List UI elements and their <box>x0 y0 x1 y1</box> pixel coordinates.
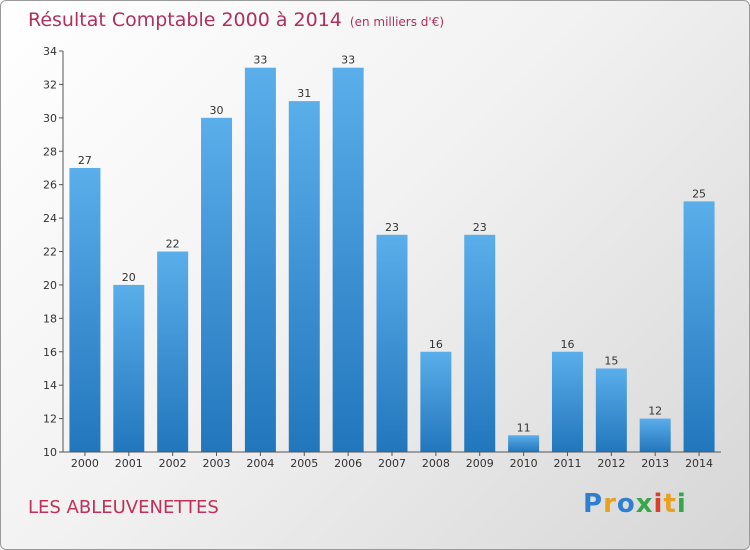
bar-value-label: 11 <box>517 421 531 434</box>
y-tick-label: 26 <box>43 179 57 192</box>
y-tick-label: 24 <box>43 212 57 225</box>
logo-letter: x <box>635 489 654 519</box>
y-tick-label: 22 <box>43 246 57 259</box>
x-tick-label: 2012 <box>597 457 625 470</box>
x-tick-label: 2006 <box>334 457 362 470</box>
bar-value-label: 15 <box>604 354 618 367</box>
logo-letter: P <box>583 489 604 519</box>
bar-value-label: 31 <box>297 87 311 100</box>
bar <box>420 351 452 452</box>
x-tick-label: 2003 <box>203 457 231 470</box>
logo-letter: t <box>663 489 677 519</box>
x-tick-label: 2011 <box>553 457 581 470</box>
bar <box>683 201 715 452</box>
x-tick-label: 2001 <box>115 457 143 470</box>
x-tick-label: 2005 <box>290 457 318 470</box>
bar <box>201 117 233 452</box>
bar-value-label: 22 <box>166 238 180 251</box>
y-tick-label: 32 <box>43 78 57 91</box>
x-tick-label: 2010 <box>510 457 538 470</box>
bar <box>639 418 671 452</box>
bar-value-label: 33 <box>341 54 355 67</box>
x-tick-label: 2004 <box>246 457 274 470</box>
y-tick-label: 34 <box>43 45 57 58</box>
bar-value-label: 16 <box>429 338 443 351</box>
x-tick-label: 2000 <box>71 457 99 470</box>
bar <box>551 351 583 452</box>
y-tick-label: 20 <box>43 279 57 292</box>
bar <box>376 234 408 452</box>
logo-letter: o <box>616 489 636 519</box>
x-axis: 2000 2001 2002 2003 2004 2005 2006 2007 2008 2009… <box>63 451 721 470</box>
x-tick-label: 2009 <box>466 457 494 470</box>
chart-title-text: Résultat Comptable 2000 à 2014 <box>28 9 342 31</box>
logo-letter: i <box>676 489 687 519</box>
bar <box>157 251 189 452</box>
bar-value-label: 23 <box>473 221 487 234</box>
x-tick-label: 2007 <box>378 457 406 470</box>
bar <box>113 284 145 452</box>
logo-letter: i <box>653 489 664 519</box>
logo-letter: r <box>603 489 617 519</box>
y-tick-label: 14 <box>43 379 57 392</box>
bar-value-label: 20 <box>122 271 136 284</box>
y-axis: 10 12 14 16 18 20 22 24 26 28 30 32 34 <box>43 45 64 459</box>
bar <box>464 234 496 452</box>
proxiti-logo: Proxiti <box>583 489 687 519</box>
bar <box>69 167 101 453</box>
y-tick-label: 30 <box>43 112 57 125</box>
bar-value-label: 25 <box>692 187 706 200</box>
bar-value-label: 33 <box>253 54 267 67</box>
bar-series: 27 20 22 30 33 31 33 23 16 23 11 16 15 12 25 <box>69 54 715 453</box>
bar-value-label: 16 <box>560 338 574 351</box>
bar <box>332 67 364 452</box>
bar <box>595 368 627 452</box>
chart-unit-label: (en milliers d'€) <box>349 15 445 29</box>
bar <box>244 67 276 452</box>
bar <box>508 435 540 452</box>
y-tick-label: 12 <box>43 413 57 426</box>
y-tick-label: 18 <box>43 312 57 325</box>
bar <box>288 101 320 452</box>
bar-value-label: 12 <box>648 405 662 418</box>
bar-value-label: 27 <box>78 154 92 167</box>
x-tick-label: 2013 <box>641 457 669 470</box>
chart-title: Résultat Comptable 2000 à 2014 (en millie… <box>28 9 444 31</box>
x-tick-label: 2014 <box>685 457 713 470</box>
bar-value-label: 23 <box>385 221 399 234</box>
y-tick-label: 28 <box>43 145 57 158</box>
y-tick-label: 16 <box>43 346 57 359</box>
commune-name: LES ABLEUVENETTES <box>28 497 219 518</box>
x-tick-label: 2002 <box>159 457 187 470</box>
y-tick-label: 10 <box>43 446 57 459</box>
x-tick-label: 2008 <box>422 457 450 470</box>
bar-value-label: 30 <box>210 104 224 117</box>
